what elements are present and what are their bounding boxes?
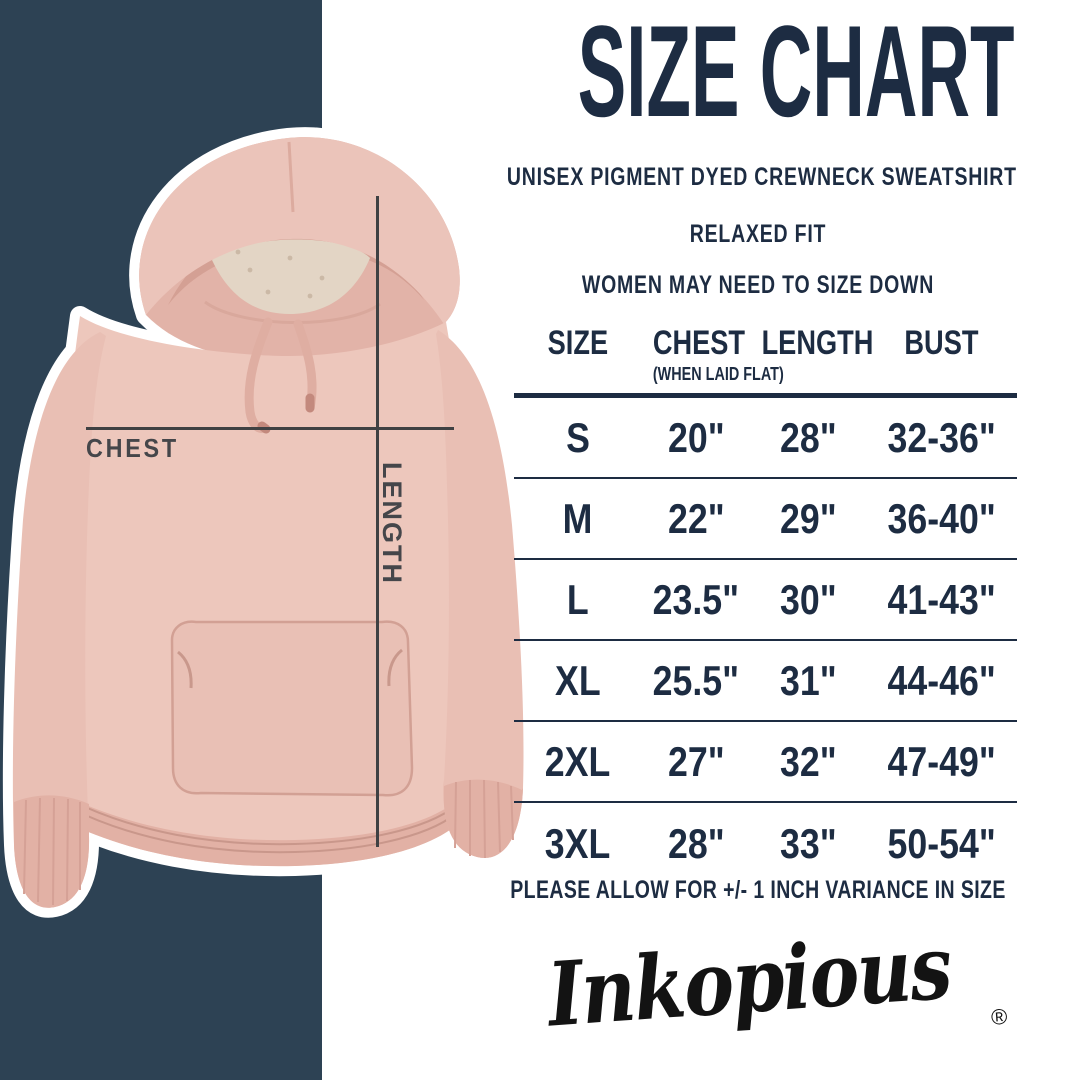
cell-size: M [563, 494, 593, 542]
chest-measurement-line [86, 427, 454, 430]
hood-fabric [139, 137, 460, 324]
cell-chest: 20" [667, 413, 725, 461]
hoodie-illustration [12, 137, 524, 908]
column-header-chest: CHEST (WHEN LAID FLAT) [652, 324, 784, 384]
table-row-m: M 22" 29" 36-40" [514, 479, 1017, 560]
cell-chest: 27" [667, 737, 725, 785]
cell-length: 31" [779, 656, 837, 704]
cell-bust: 32-36" [887, 413, 996, 461]
cell-chest: 25.5" [652, 656, 740, 704]
size-table: SIZE CHEST (WHEN LAID FLAT) LENGTH BUST S… [514, 322, 1017, 884]
left-cuff [14, 795, 90, 908]
column-header-bust: BUST [904, 324, 979, 362]
cell-chest: 28" [667, 819, 725, 867]
hood-seam [287, 141, 295, 213]
hem-stitching [69, 799, 462, 854]
cell-length: 28" [779, 413, 837, 461]
cell-bust: 47-49" [887, 737, 996, 785]
fleece-texture [235, 249, 325, 299]
length-measurement-line [376, 196, 379, 847]
table-row-xl: XL 25.5" 31" 44-46" [514, 641, 1017, 722]
left-cuff-ribbing [23, 797, 81, 906]
cell-size: XL [555, 656, 601, 704]
brand-name: Inkopious [544, 914, 954, 1047]
cell-length: 29" [779, 494, 837, 542]
cell-size: S [565, 413, 590, 461]
right-sleeve [436, 330, 524, 858]
sizing-note: WOMEN MAY NEED TO SIZE DOWN [581, 271, 935, 299]
pocket-opening-stitch [177, 648, 403, 689]
cell-bust: 41-43" [887, 575, 996, 623]
chest-measurement-label: CHEST [86, 433, 179, 463]
page-title: SIZE CHART [577, 0, 1015, 144]
column-header-length: LENGTH [761, 324, 874, 362]
cell-bust: 50-54" [887, 819, 996, 867]
cell-chest: 22" [667, 494, 725, 542]
collar-stitch [204, 300, 381, 324]
fit-note: RELAXED FIT [689, 220, 827, 248]
cell-size: L [566, 575, 589, 623]
neck-fleece-patch [212, 239, 370, 314]
size-table-header: SIZE CHEST (WHEN LAID FLAT) LENGTH BUST [514, 322, 1017, 398]
kangaroo-pocket [170, 620, 414, 797]
length-measurement-label: LENGTH [377, 462, 407, 585]
right-cuff-ribbing [454, 779, 514, 859]
table-row-2xl: 2XL 27" 32" 47-49" [514, 722, 1017, 803]
chest-subnote: (WHEN LAID FLAT) [652, 364, 784, 384]
table-row-l: L 23.5" 30" 41-43" [514, 560, 1017, 641]
cell-length: 30" [779, 575, 837, 623]
cell-size: 2XL [545, 737, 611, 785]
registered-trademark-icon: ® [990, 1003, 1009, 1030]
cell-bust: 44-46" [887, 656, 996, 704]
size-chart-panel: SIZE CHART UNISEX PIGMENT DYED CREWNECK … [436, 0, 1080, 1080]
brand-logo: Inkopious ® [433, 906, 1080, 1055]
cell-chest: 23.5" [652, 575, 740, 623]
table-row-3xl: 3XL 28" 33" 50-54" [514, 803, 1017, 884]
cell-length: 33" [779, 819, 837, 867]
column-header-size: SIZE [547, 324, 609, 362]
variance-note: PLEASE ALLOW FOR +/- 1 INCH VARIANCE IN … [510, 876, 1006, 904]
table-row-s: S 20" 28" 32-36" [514, 398, 1017, 479]
hem-band [66, 794, 464, 867]
product-description: UNISEX PIGMENT DYED CREWNECK SWEATSHIRT [506, 163, 1017, 191]
right-cuff [443, 779, 523, 858]
cell-bust: 36-40" [887, 494, 996, 542]
cell-size: 3XL [545, 819, 611, 867]
cell-length: 32" [779, 737, 837, 785]
left-sleeve [12, 332, 106, 908]
